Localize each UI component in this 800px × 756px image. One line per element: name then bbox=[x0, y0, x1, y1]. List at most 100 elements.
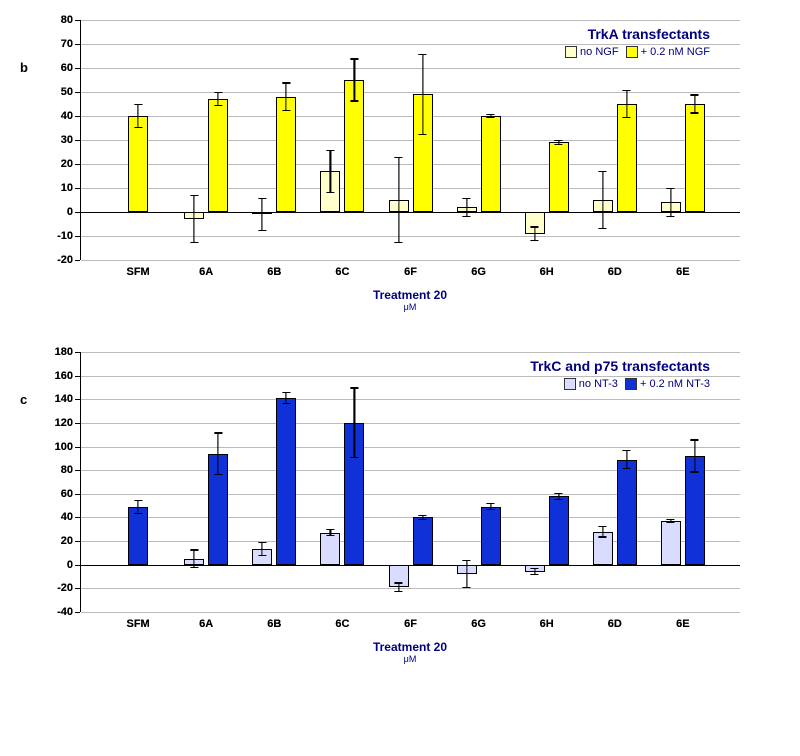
panel-b-label: b bbox=[20, 60, 28, 75]
error-bar bbox=[262, 542, 263, 556]
ytick-label: 100 bbox=[55, 441, 73, 453]
ytick-label: -20 bbox=[57, 582, 73, 594]
xlabel-c: Treatment 20 bbox=[80, 640, 740, 654]
legend-c-1-label: no NT-3 bbox=[579, 378, 618, 390]
xtick-label: 6A bbox=[199, 266, 213, 278]
ytick bbox=[75, 612, 80, 613]
error-bar bbox=[354, 387, 355, 458]
ytick-label: 60 bbox=[61, 488, 73, 500]
error-bar bbox=[138, 104, 139, 128]
ytick-label: 80 bbox=[61, 464, 73, 476]
bar bbox=[617, 460, 637, 565]
error-bar bbox=[670, 519, 671, 524]
error-bar bbox=[558, 493, 559, 500]
error-bar bbox=[286, 392, 287, 404]
error-bar bbox=[534, 568, 535, 575]
legend-c-1-swatch bbox=[564, 378, 576, 390]
legend-b-2: + 0.2 nM NGF bbox=[626, 46, 710, 58]
bar bbox=[128, 507, 148, 565]
xtick-label: 6H bbox=[540, 618, 554, 630]
bar bbox=[685, 104, 705, 212]
ytick bbox=[75, 517, 80, 518]
error-bar bbox=[330, 529, 331, 536]
legend-c-2-swatch bbox=[625, 378, 637, 390]
xtick-label: 6F bbox=[404, 618, 417, 630]
ytick-label: 10 bbox=[61, 182, 73, 194]
error-bar bbox=[286, 82, 287, 111]
panel-c-label: c bbox=[20, 392, 27, 407]
ytick-label: 70 bbox=[61, 38, 73, 50]
xtick-label: 6E bbox=[676, 618, 689, 630]
chart-c-title: TrkC and p75 transfectants bbox=[530, 358, 710, 374]
bar bbox=[549, 142, 569, 212]
panel-b: b TrkA transfectants no NGF + 0.2 nM NGF… bbox=[20, 20, 780, 312]
ytick-label: -40 bbox=[57, 606, 73, 618]
chart-b-title-box: TrkA transfectants no NGF + 0.2 nM NGF bbox=[561, 26, 710, 61]
legend-b-2-label: + 0.2 nM NGF bbox=[641, 46, 710, 58]
error-bar bbox=[218, 432, 219, 475]
error-bar bbox=[626, 450, 627, 469]
ytick-label: 50 bbox=[61, 86, 73, 98]
bar bbox=[276, 398, 296, 565]
ytick bbox=[75, 447, 80, 448]
xtick-label: 6B bbox=[267, 266, 281, 278]
legend-b-1-label: no NGF bbox=[580, 46, 619, 58]
error-bar bbox=[398, 582, 399, 591]
zero-axis bbox=[81, 565, 740, 566]
legend-b-1-swatch bbox=[565, 46, 577, 58]
xlabel-c-sub: μM bbox=[80, 654, 740, 664]
gridline bbox=[81, 260, 740, 261]
error-bar bbox=[138, 500, 139, 514]
ytick bbox=[75, 236, 80, 237]
xtick-label: 6F bbox=[404, 266, 417, 278]
ytick-label: 0 bbox=[67, 559, 73, 571]
ytick-label: 120 bbox=[55, 417, 73, 429]
xtick-label: 6H bbox=[540, 266, 554, 278]
legend-c-1: no NT-3 bbox=[564, 378, 618, 390]
panel-c: c TrkC and p75 transfectants no NT-3 + 0… bbox=[20, 352, 780, 664]
xtick-label: 6B bbox=[267, 618, 281, 630]
chart-c-title-box: TrkC and p75 transfectants no NT-3 + 0.2… bbox=[530, 358, 710, 393]
bar bbox=[661, 521, 681, 565]
ytick bbox=[75, 376, 80, 377]
legend-c-2: + 0.2 nM NT-3 bbox=[625, 378, 710, 390]
xlabel-b: Treatment 20 bbox=[80, 288, 740, 302]
bar bbox=[208, 99, 228, 212]
xtick-label: SFM bbox=[126, 618, 149, 630]
bar bbox=[128, 116, 148, 212]
bar bbox=[320, 533, 340, 565]
bar bbox=[617, 104, 637, 212]
ytick bbox=[75, 423, 80, 424]
error-bar bbox=[354, 58, 355, 101]
bar bbox=[549, 496, 569, 565]
chart-b-title: TrkA transfectants bbox=[561, 26, 710, 42]
xtick-label: 6A bbox=[199, 618, 213, 630]
ytick-label: -10 bbox=[57, 230, 73, 242]
xtick-label: 6E bbox=[676, 266, 689, 278]
ytick bbox=[75, 140, 80, 141]
ytick bbox=[75, 188, 80, 189]
chart-c-legend: no NT-3 + 0.2 nM NT-3 bbox=[530, 378, 710, 393]
error-bar bbox=[194, 195, 195, 243]
error-bar bbox=[330, 150, 331, 193]
chart-b-legend: no NGF + 0.2 nM NGF bbox=[561, 46, 710, 61]
zero-axis bbox=[81, 212, 740, 213]
xlabel-b-sub: μM bbox=[80, 302, 740, 312]
bar bbox=[481, 507, 501, 565]
ytick bbox=[75, 352, 80, 353]
bar bbox=[481, 116, 501, 212]
ytick bbox=[75, 212, 80, 213]
ytick-label: 140 bbox=[55, 393, 73, 405]
ytick bbox=[75, 470, 80, 471]
ytick-label: 80 bbox=[61, 14, 73, 26]
xtick-label: 6D bbox=[608, 266, 622, 278]
xtick-label: 6C bbox=[335, 266, 349, 278]
error-bar bbox=[398, 157, 399, 243]
ytick-label: 60 bbox=[61, 62, 73, 74]
bar bbox=[276, 97, 296, 212]
xtick-label: 6C bbox=[335, 618, 349, 630]
bar bbox=[413, 517, 433, 564]
legend-b-1: no NGF bbox=[565, 46, 619, 58]
error-bar bbox=[694, 94, 695, 113]
ytick bbox=[75, 44, 80, 45]
